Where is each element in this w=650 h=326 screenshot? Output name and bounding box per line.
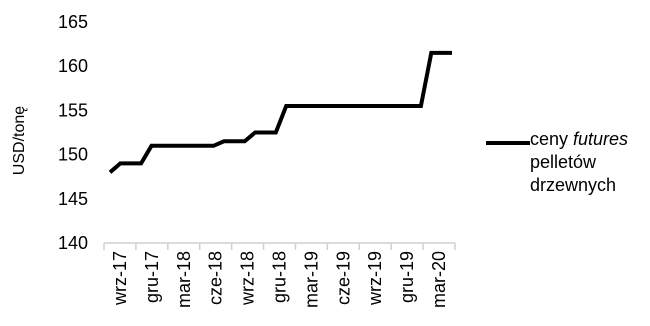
- x-tick-label: mar-19: [301, 251, 321, 308]
- x-tick-label: wrz-18: [238, 251, 258, 306]
- y-axis-ticks: 140 145 150 155 160 165: [58, 12, 88, 253]
- x-tick-label: gru-18: [270, 251, 290, 303]
- y-axis-label: USD/tonę: [11, 106, 28, 175]
- series-layer: [108, 50, 452, 174]
- x-tick-label: mar-18: [174, 251, 194, 308]
- x-tick-label: wrz-17: [110, 251, 130, 306]
- y-tick-label: 155: [58, 100, 88, 120]
- x-tick-label: wrz-19: [365, 251, 385, 306]
- y-tick-label: 150: [58, 145, 88, 165]
- legend: ceny futures pelletów drzewnych: [486, 128, 650, 208]
- x-tick-label: mar-20: [429, 251, 449, 308]
- legend-line-1-plain: ceny: [530, 129, 574, 149]
- legend-line-3: drzewnych: [530, 175, 617, 195]
- legend-swatch: [486, 141, 530, 145]
- legend-line-2: pelletów: [530, 152, 597, 172]
- y-tick-label: 140: [58, 233, 88, 253]
- y-tick-label: 165: [58, 12, 88, 32]
- x-tick-label: cze-19: [333, 251, 353, 305]
- x-tick-label: gru-17: [142, 251, 162, 303]
- x-tick-label: cze-18: [206, 251, 226, 305]
- x-axis-ticks: wrz-17 gru-17 mar-18 cze-18 wrz-18 gru-18 mar-…: [103, 243, 456, 308]
- x-tick-label: gru-19: [397, 251, 417, 303]
- y-tick-label: 145: [58, 189, 88, 209]
- y-tick-label: 160: [58, 56, 88, 76]
- legend-line-1-italic: futures: [573, 129, 629, 149]
- legend-entry-label: ceny futures pelletów drzewnych: [530, 128, 650, 197]
- series-line: [108, 50, 452, 174]
- legend-line-1: ceny futures: [530, 128, 650, 151]
